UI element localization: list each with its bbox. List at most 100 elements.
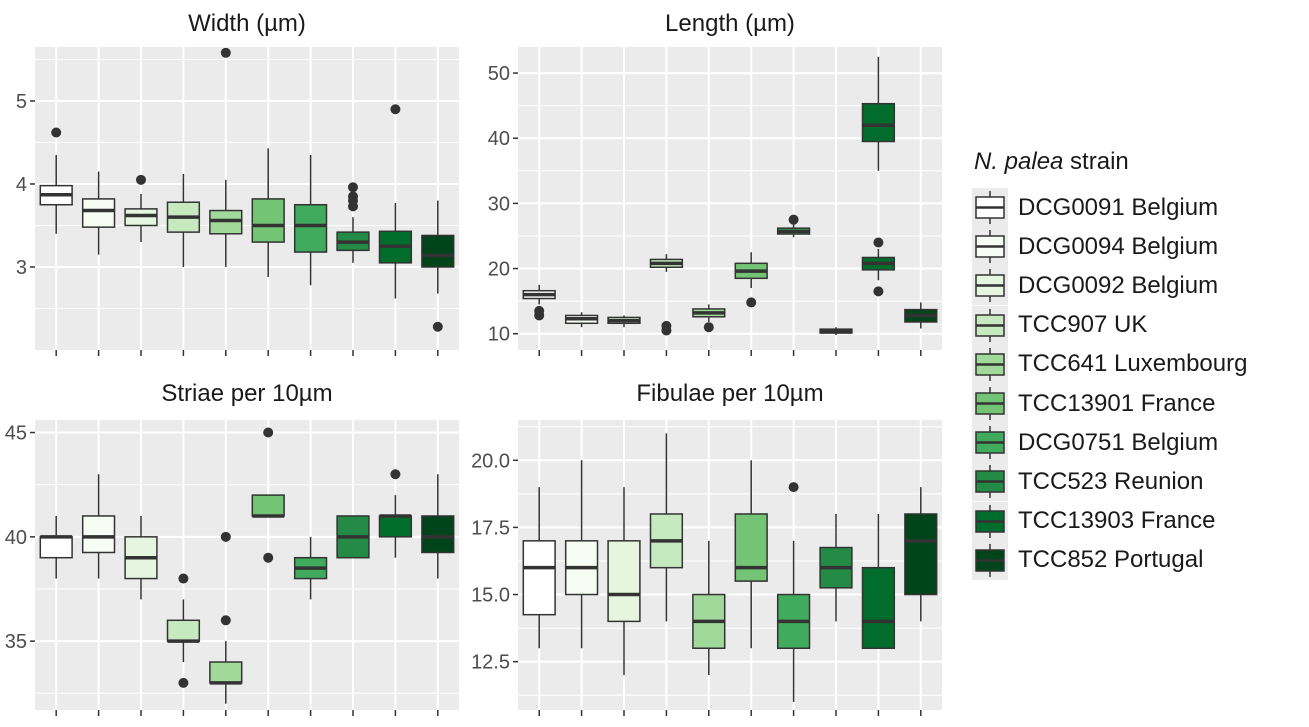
box-6 [734, 460, 768, 649]
outlier-point [432, 321, 443, 332]
box-6 [251, 148, 285, 277]
box-2 [81, 171, 116, 255]
box-10 [421, 200, 455, 332]
box-4 [649, 254, 684, 336]
outlier-point [873, 237, 884, 248]
box-iqr [522, 540, 556, 616]
panel-title-striae: Striae per 10µm [161, 380, 333, 407]
legend-key [972, 344, 1008, 384]
panel-background [35, 420, 459, 710]
y-tick-label: 12.5 [471, 652, 510, 674]
box-5 [209, 531, 243, 704]
y-tick-label: 20.0 [471, 450, 510, 472]
outlier-point [348, 182, 358, 193]
box-10 [904, 487, 938, 622]
outlier-point [873, 286, 884, 297]
box-7 [293, 536, 328, 600]
outlier-point [788, 214, 799, 225]
panel-title-fibulae: Fibulae per 10µm [636, 380, 824, 407]
legend-item: TCC907 UK [972, 305, 1247, 345]
box-2 [564, 460, 599, 649]
legend-item: DCG0091 Belgium [972, 188, 1247, 228]
box-iqr [421, 515, 455, 554]
outlier-point [788, 482, 799, 493]
box-iqr [861, 102, 896, 143]
box-2 [564, 312, 599, 328]
box-4 [166, 174, 201, 267]
box-9 [861, 513, 896, 649]
legend-label: TCC852 Portugal [1018, 546, 1204, 574]
legend-item: DCG0751 Belgium [972, 423, 1247, 463]
box-8 [819, 513, 853, 622]
legend-key [972, 462, 1008, 502]
legend-label: DCG0092 Belgium [1018, 271, 1219, 299]
box-iqr [251, 494, 285, 517]
box-7 [776, 214, 811, 238]
outlier-point [348, 191, 358, 202]
outlier-point [746, 297, 757, 308]
panel-title-length: Length (µm) [665, 10, 795, 37]
legend: N. palea strain DCG0091 Belgium DCG0094 B… [972, 148, 1247, 580]
outlier-point [263, 552, 274, 563]
legend-label: TCC907 UK [1018, 311, 1148, 339]
legend-title-species: N. palea [974, 148, 1064, 175]
outlier-point [51, 127, 62, 138]
outlier-point [703, 322, 714, 333]
legend-key [972, 188, 1008, 228]
box-2 [81, 474, 116, 579]
box-9 [378, 469, 413, 558]
box-6 [734, 252, 768, 308]
y-tick-label: 30 [488, 193, 510, 215]
y-tick-label: 5 [16, 91, 27, 113]
box-1 [39, 515, 73, 579]
legend-label: TCC641 Luxembourg [1018, 350, 1248, 378]
legend-item: TCC523 Reunion [972, 462, 1247, 502]
outlier-point [661, 320, 672, 331]
legend-item: TCC13901 France [972, 384, 1247, 424]
legend-key [972, 227, 1008, 267]
panel-striae: 35 40 45 [5, 420, 459, 716]
outlier-point [136, 174, 146, 185]
box-1 [522, 487, 556, 649]
legend-label: DCG0751 Belgium [1018, 428, 1219, 456]
box-8 [336, 515, 370, 559]
outlier-point [263, 427, 274, 438]
box-3 [607, 315, 641, 328]
outlier-point [220, 615, 231, 626]
panel-fibulae: 12.5 15.0 17.5 20.0 [471, 420, 942, 716]
legend-title: N. palea strain [974, 148, 1247, 176]
legend-item: DCG0094 Belgium [972, 227, 1247, 267]
box-3 [607, 487, 641, 676]
box-5 [209, 47, 243, 267]
y-tick-label: 17.5 [471, 517, 510, 539]
box-8 [819, 327, 853, 336]
box-3 [124, 515, 158, 600]
box-iqr [734, 513, 768, 582]
box-1 [39, 127, 73, 234]
legend-label: TCC13903 France [1018, 507, 1216, 535]
box-5 [692, 304, 726, 333]
y-tick-label: 20 [488, 259, 510, 281]
y-tick-label: 40 [5, 527, 27, 549]
box-iqr [421, 234, 455, 268]
box-9 [378, 104, 413, 299]
box-1 [522, 284, 556, 321]
box-iqr [251, 198, 285, 243]
box-3 [124, 174, 158, 243]
box-7 [293, 154, 328, 286]
outlier-point [220, 531, 231, 542]
box-6 [251, 427, 285, 563]
outlier-point [534, 305, 545, 316]
outlier-point [178, 573, 189, 584]
box-iqr [861, 566, 896, 649]
panel-title-width: Width (µm) [188, 10, 306, 37]
legend-key [972, 266, 1008, 306]
box-8 [336, 182, 370, 263]
panel-background [518, 47, 942, 350]
legend-label: DCG0091 Belgium [1018, 193, 1219, 221]
box-10 [904, 302, 938, 329]
outlier-point [178, 677, 189, 688]
legend-key [972, 540, 1008, 580]
y-tick-label: 3 [16, 257, 27, 279]
